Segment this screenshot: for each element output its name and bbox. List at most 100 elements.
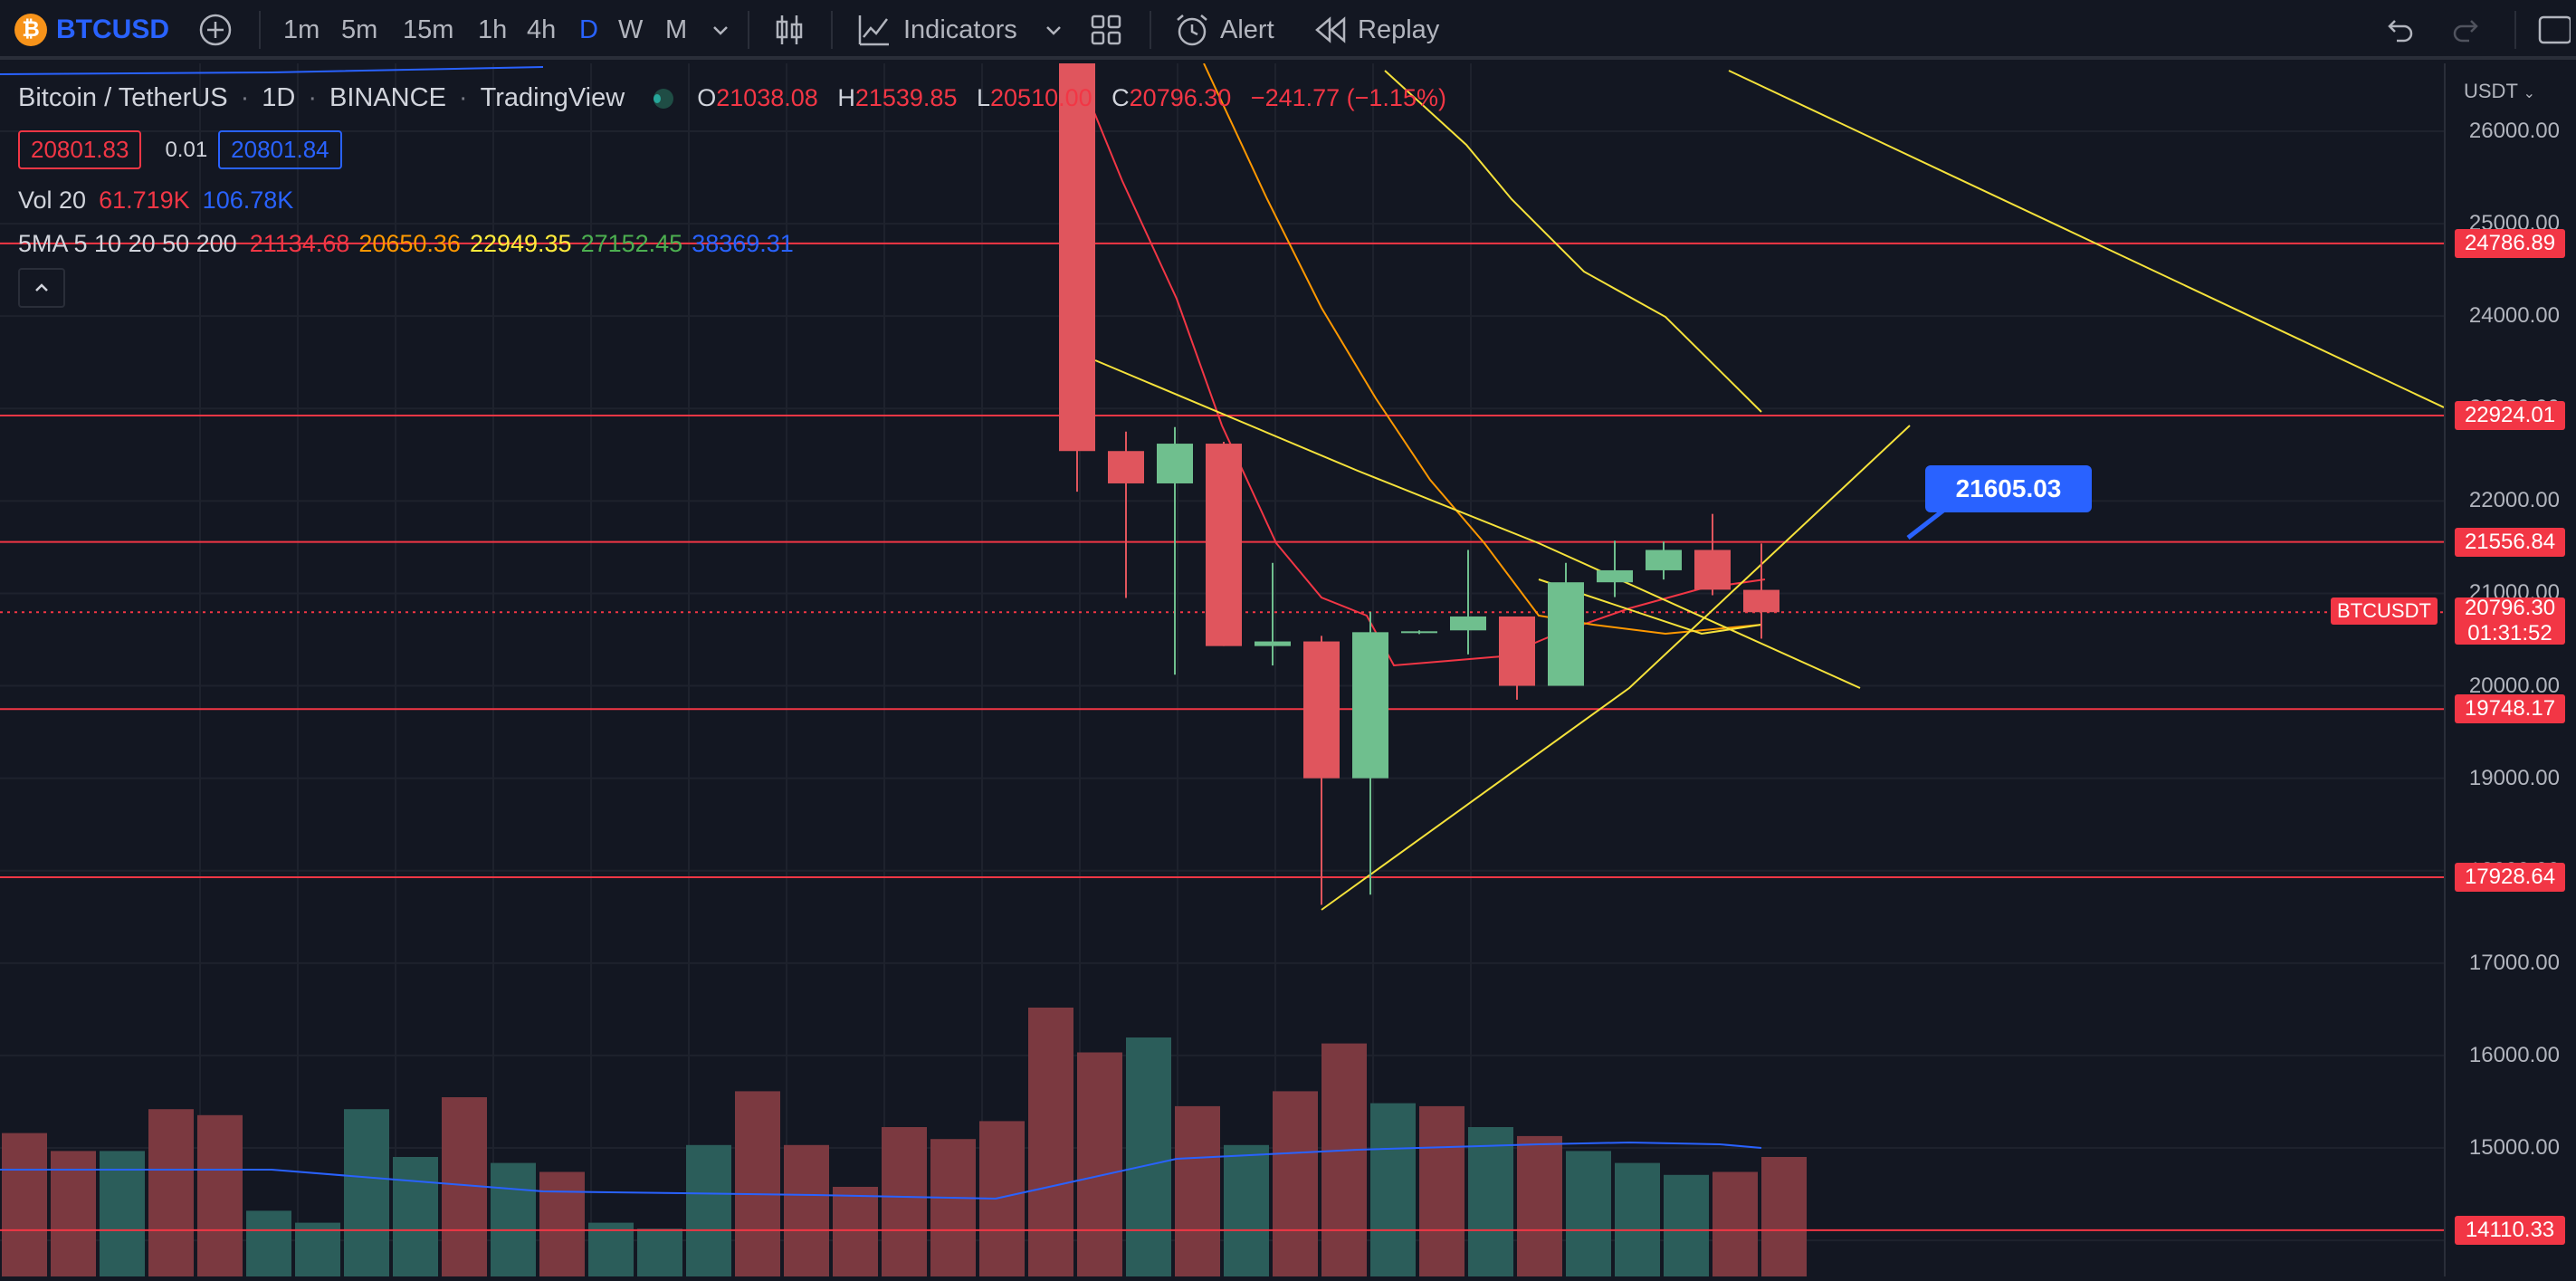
volume-bar — [51, 1151, 96, 1276]
timeframe-d[interactable]: D — [579, 0, 598, 60]
candle-body — [1694, 550, 1731, 590]
candle-body — [1108, 451, 1144, 483]
volume-bar — [1713, 1171, 1758, 1276]
chevron-down-icon: ⌄ — [2523, 86, 2536, 101]
volume-bar — [1126, 1037, 1171, 1276]
candle-body — [1499, 616, 1535, 686]
price-level-tag: 19748.17 — [2455, 694, 2565, 724]
symbol-legend: Bitcoin / TetherUS · 1D · BINANCE · Trad… — [18, 83, 1472, 113]
price-level-tag: 24786.89 — [2455, 228, 2565, 258]
redo-button[interactable] — [2451, 0, 2484, 60]
volume-bar — [1077, 1052, 1122, 1276]
timeframe-label: 4h — [527, 14, 557, 44]
layouts-button[interactable] — [1090, 0, 1122, 60]
grid-icon — [1091, 14, 1121, 45]
trend-line — [1321, 425, 1911, 911]
divider — [1150, 11, 1151, 49]
market-status-icon[interactable] — [654, 88, 674, 109]
separator-dot: · — [240, 83, 250, 112]
volume-bar — [1028, 1008, 1073, 1276]
rewind-icon — [1315, 16, 1346, 43]
volume-bar — [344, 1109, 389, 1276]
replay-label: Replay — [1358, 14, 1440, 44]
volume-label: Vol 20 — [18, 186, 87, 214]
volume-bar — [539, 1171, 585, 1276]
price-chart[interactable] — [0, 20, 2445, 1276]
symbol-label: BTCUSD — [56, 14, 169, 44]
ma-legend[interactable]: 5MA 5 10 20 50 200 21134.68 20650.36 229… — [18, 230, 806, 258]
sell-button[interactable]: 20801.83 — [18, 130, 142, 169]
volume-bar — [1468, 1127, 1513, 1276]
volume-bar — [686, 1144, 731, 1276]
volume-bar — [784, 1144, 829, 1276]
timeframe-label: 1m — [283, 14, 320, 44]
candle-body — [1548, 582, 1584, 686]
timeframe-label: 15m — [403, 14, 454, 44]
indicators-dropdown[interactable] — [1043, 0, 1064, 60]
bitcoin-icon: ₿ — [14, 14, 47, 46]
replay-button[interactable]: Replay — [1314, 0, 1439, 60]
alarm-clock-icon — [1177, 14, 1207, 46]
volume-bar — [2, 1133, 47, 1276]
chart-pane[interactable] — [0, 20, 2445, 1276]
price-axis[interactable]: USDT ⌄ 26000.0025000.0024000.0023000.002… — [2444, 63, 2576, 1276]
volume-bar — [1321, 1043, 1367, 1276]
volume-ma-line — [0, 1141, 1762, 1200]
current-price-value: 20796.30 — [2464, 596, 2556, 621]
chevron-down-icon — [1046, 26, 1061, 35]
timeframe-15m[interactable]: 15m — [403, 0, 453, 60]
symbol-search[interactable]: ₿ BTCUSD — [14, 0, 169, 60]
volume-bar — [1224, 1144, 1269, 1276]
timeframe-m[interactable]: M — [665, 0, 687, 60]
timeframe-dropdown[interactable] — [710, 0, 731, 60]
top-toolbar: ₿ BTCUSD 1m 5m 15m 1h 4h D W M Indicator… — [0, 0, 2576, 60]
fullscreen-button[interactable] — [2534, 0, 2571, 60]
candle-body — [1303, 641, 1340, 779]
undo-button[interactable] — [2382, 0, 2415, 60]
timeframe-4h[interactable]: 4h — [527, 0, 556, 60]
volume-bar — [735, 1091, 780, 1276]
volume-bar — [246, 1210, 291, 1276]
change-value: −241.77 (−1.15%) — [1250, 84, 1446, 111]
price-tick-label: 26000.00 — [2468, 119, 2560, 143]
pair-name[interactable]: Bitcoin / TetherUS — [18, 83, 228, 112]
symbol-price-tag: BTCUSDT — [2331, 597, 2438, 625]
price-level-tag: 21556.84 — [2455, 527, 2565, 557]
chart-type-button[interactable] — [773, 0, 806, 60]
volume-bar — [1615, 1162, 1660, 1276]
ma50-value: 27152.45 — [580, 230, 683, 257]
candle-body — [1401, 631, 1437, 634]
timeframe-1h[interactable]: 1h — [478, 0, 507, 60]
add-symbol-button[interactable] — [197, 0, 234, 60]
ohlc-values: O21038.08 H21539.85 L20510.00 C20796.30 … — [697, 84, 1459, 112]
alert-button[interactable]: Alert — [1173, 0, 1274, 60]
candles-icon — [776, 15, 803, 44]
candle-body — [1450, 616, 1486, 631]
volume-bar — [491, 1162, 536, 1276]
separator-dot: · — [458, 83, 468, 112]
price-tick-label: 24000.00 — [2468, 303, 2560, 329]
ma10-line — [1203, 62, 1762, 636]
high-value: 21539.85 — [854, 84, 958, 111]
price-level-tag: 14110.33 — [2455, 1215, 2565, 1245]
volume-legend[interactable]: Vol 20 61.719K 106.78K — [18, 186, 306, 215]
candle-body — [1646, 550, 1682, 570]
candle-body — [1743, 589, 1779, 613]
plus-circle-icon — [199, 14, 232, 46]
trend-line — [1094, 359, 1861, 689]
ma-label: 5MA 5 10 20 50 200 — [18, 230, 237, 257]
price-callout[interactable]: 21605.03 — [1925, 465, 2092, 512]
indicators-button[interactable]: Indicators — [856, 0, 1017, 60]
collapse-legend-button[interactable] — [18, 268, 65, 308]
timeframe-1m[interactable]: 1m — [283, 0, 320, 60]
timeframe-5m[interactable]: 5m — [341, 0, 377, 60]
divider — [2514, 11, 2516, 49]
bid-ask-row: 20801.83 0.01 20801.84 — [18, 130, 355, 169]
buy-button[interactable]: 20801.84 — [218, 130, 342, 169]
divider — [831, 11, 833, 49]
volume-bar — [1664, 1174, 1709, 1276]
currency-selector[interactable]: USDT ⌄ — [2464, 80, 2535, 103]
open-value: 21038.08 — [716, 84, 818, 111]
timeframe-w[interactable]: W — [618, 0, 643, 60]
price-tick-label: 19000.00 — [2468, 765, 2560, 790]
